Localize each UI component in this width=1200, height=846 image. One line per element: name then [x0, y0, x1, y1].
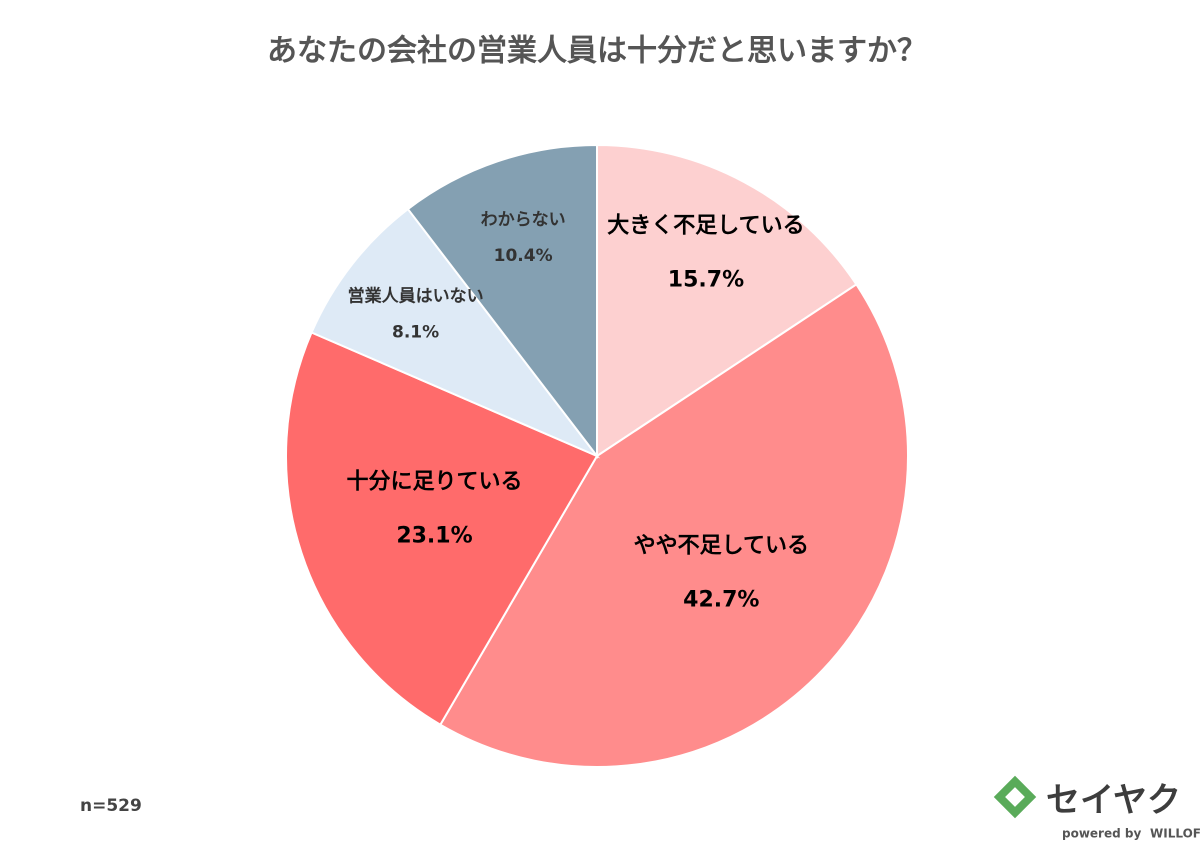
- slice-label: やや不足している: [634, 533, 809, 558]
- pie-slice: [310, 207, 601, 459]
- logo-mark-inner: [1005, 787, 1025, 807]
- logo-brand: WILLOF: [1150, 827, 1200, 841]
- slice-label: わからない: [481, 210, 566, 230]
- slice-value: 42.7%: [683, 587, 759, 612]
- logo-name: セイヤク: [1046, 781, 1181, 821]
- logo: セイヤク powered by WILLOF: [993, 775, 1200, 841]
- slice-value: 23.1%: [396, 523, 472, 548]
- chart-title: あなたの会社の営業人員は十分だと思いますか？: [267, 34, 927, 69]
- slice-label: 十分に足りている: [346, 469, 522, 494]
- sample-size: n=529: [80, 796, 142, 816]
- slice-value: 10.4%: [494, 246, 553, 266]
- pie-slice: [285, 331, 599, 727]
- logo-powered: powered by: [1062, 827, 1141, 841]
- slice-value: 8.1%: [392, 322, 439, 342]
- pie-slice: [406, 143, 598, 459]
- pie-slice: [439, 283, 909, 768]
- slice-label: 大きく不足している: [607, 213, 804, 238]
- slice-label: 営業人員はいない: [348, 285, 484, 306]
- slice-value: 15.7%: [668, 267, 744, 292]
- pie-slice: [596, 143, 858, 458]
